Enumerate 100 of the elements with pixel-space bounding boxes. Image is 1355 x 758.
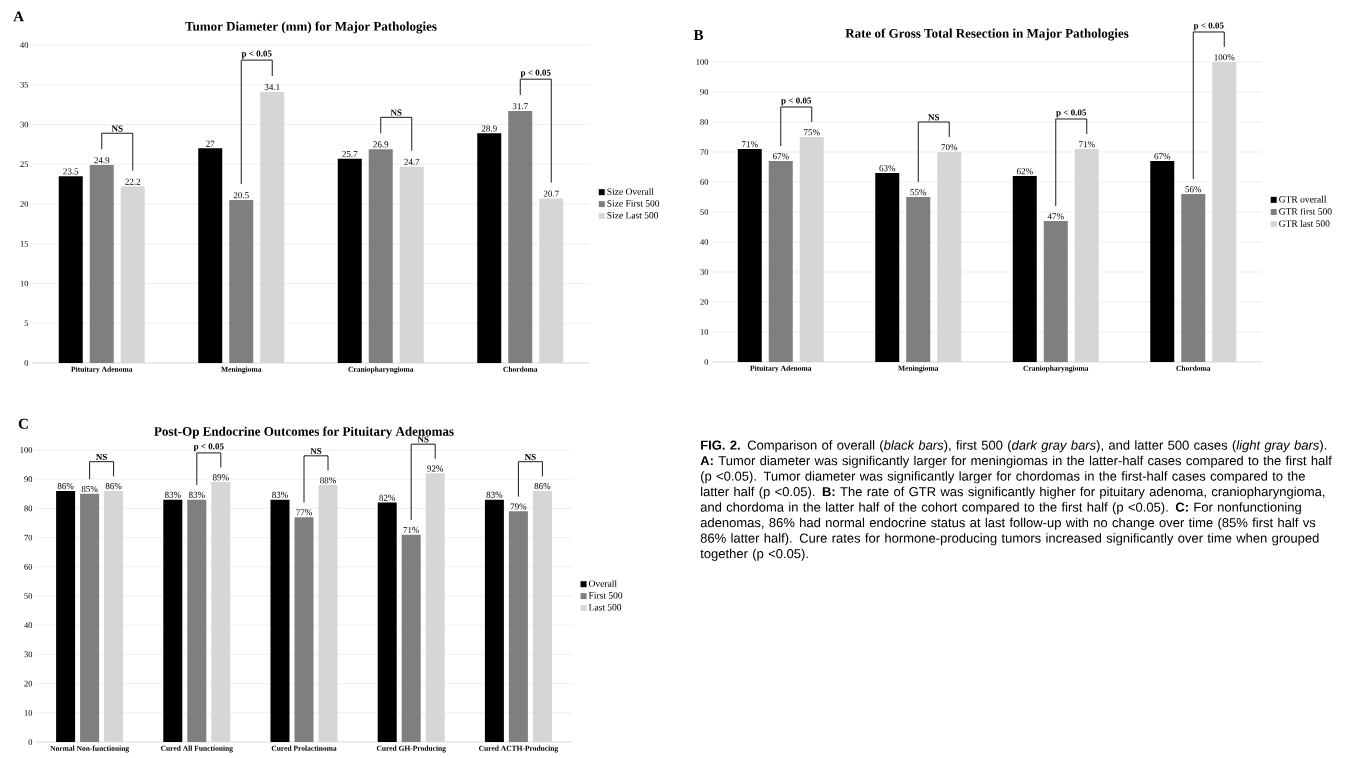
bar [294,517,314,742]
data-label: 85% [81,485,98,493]
data-label: 86% [57,483,74,490]
data-label: 56% [1185,186,1202,193]
bar [484,499,504,742]
y-tick-label: 80 [700,119,709,125]
y-tick-label: 0 [704,359,709,365]
data-label: 75% [804,129,820,136]
data-label: 86% [105,483,122,490]
data-label: 27 [206,140,215,147]
data-label: 24.7 [404,158,420,165]
legend-label: GTR last 500 [1279,220,1330,227]
y-tick-label: 30 [24,651,33,658]
data-label: 83% [188,491,205,498]
bar [368,149,393,363]
y-tick-label: 80 [24,505,33,512]
y-tick-label: 20 [700,299,709,305]
y-tick-label: 90 [24,476,33,483]
data-label: 86% [534,483,551,490]
bar [477,133,502,363]
data-label: 34.1 [264,84,280,91]
y-tick-label: 40 [700,239,709,245]
legend-label: Size Overall [607,188,654,195]
data-label: 79% [510,503,527,510]
bar [1043,220,1068,362]
data-label: 28.9 [481,125,497,132]
bar [187,499,207,742]
bar [270,499,290,742]
data-label: 25.7 [342,150,358,157]
bar [337,158,362,363]
annotation: p < 0.05 [193,443,224,452]
text: B [693,30,704,40]
text: NS [417,436,429,443]
y-tick-label: 100 [20,447,33,453]
y-tick-label: 30 [20,121,29,128]
y-tick-label: 5 [24,320,29,327]
bar [229,200,254,363]
annotation: p < 0.05 [241,50,272,59]
y-tick-label: 70 [700,149,709,155]
data-label: 31.7 [512,103,528,110]
data-label: 83% [164,491,181,498]
y-tick-label: 35 [20,81,29,88]
bar [768,160,793,362]
legend-label: Overall [588,580,617,587]
bar [508,511,528,742]
y-tick-label: 60 [700,179,709,185]
legend-label: Size First 500 [607,200,660,207]
data-label: 88% [320,477,336,484]
bar [198,148,223,363]
data-label: 22.2 [125,178,141,185]
bar [56,490,76,742]
bar [80,493,100,742]
data-label: 83% [272,491,288,498]
data-label: 82% [379,494,396,501]
y-tick-label: 15 [20,240,29,247]
y-tick-label: 0 [28,739,33,745]
text: p < 0.05 [1193,22,1224,31]
data-label: 63% [879,165,896,172]
annotation: p < 0.05 [781,97,812,106]
text: A [13,11,24,22]
bar [401,534,421,742]
data-label: 26.9 [373,141,389,148]
y-tick-label: 50 [24,593,33,599]
data-label: 20.7 [543,190,559,197]
y-tick-label: 90 [700,89,709,95]
data-label: 67% [1154,153,1171,160]
data-label: 55% [910,189,927,196]
bar [1012,175,1037,362]
bar [377,502,397,742]
data-label: 71% [742,141,758,148]
bar [58,176,83,363]
annotation: NS [96,453,107,460]
y-tick-label: 20 [20,201,29,207]
data-label: 62% [1016,168,1033,175]
bar [1150,160,1175,362]
bar [508,110,533,363]
data-label: 67% [772,153,789,160]
y-tick-label: 40 [20,42,29,48]
data-label: 20.5 [233,192,249,199]
data-label: 77% [296,509,312,516]
bar [89,165,114,363]
text: FIG. 2. Comparison of overall (black bars), first 500 (dark gray bars), and latter 500 cases (light gray bars). A: Tumor diameter was significantly larger for meningiomas in the latter-half cases compared to the first half (p <0.05). Tumor diameter was significantly larger for chordomas in the first-half cases compared to the latter half (p <0.05). B: The rate of GTR was significantly higher for pituitary adenoma, craniopharyngioma, and chordoma in the latter half of the cohort compared to the first half (p <0.05). C: For nonfunctioning adenomas, 86% had normal endocrine status at last follow-up with no change over time (85% first half vs 86% latter half). Cure rates for hormone-producing tumors increased significantly over time when grouped together (p <0.05). [700,440,1332,561]
data-label: 100% [1214,54,1235,61]
annotation: p < 0.05 [520,69,551,78]
annotation: p < 0.05 [1056,109,1087,118]
y-tick-label: 100 [696,59,709,65]
y-tick-label: 10 [700,329,709,335]
data-label: 70% [941,144,958,151]
bar [906,196,931,362]
legend-label: GTR overall [1279,195,1327,203]
legend-label: GTR first 500 [1279,207,1332,215]
y-tick-label: 0 [24,360,29,366]
annotation: NS [524,453,536,460]
annotation: NS [928,114,940,121]
data-label: 47% [1047,213,1064,220]
y-tick-label: 60 [24,563,33,570]
chart-title: Tumor Diameter (mm) for Major Pathologies [185,21,437,34]
bar [163,499,183,742]
data-label: 71% [1079,141,1095,148]
bar [875,172,900,362]
